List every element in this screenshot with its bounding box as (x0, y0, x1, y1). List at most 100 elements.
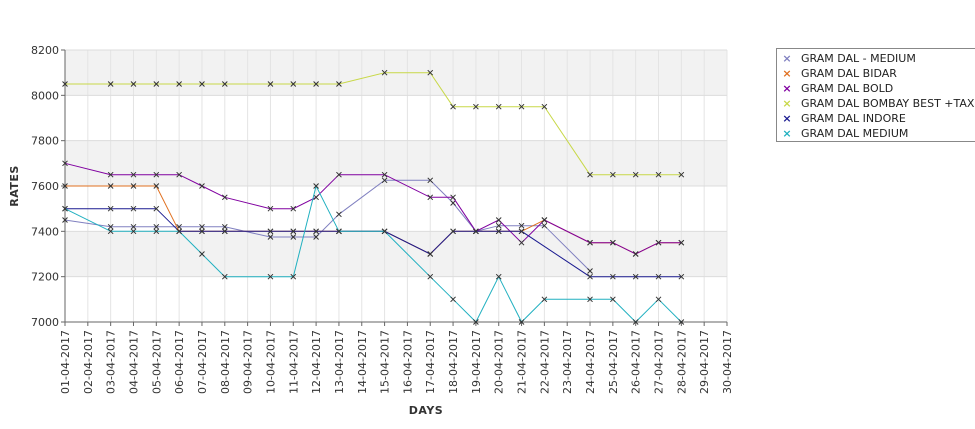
x-tick-label: 14-04-2017 (356, 330, 369, 394)
legend-marker-icon: × (782, 112, 792, 125)
data-point (473, 319, 479, 325)
x-tick-label: 16-04-2017 (401, 330, 414, 394)
data-point (450, 103, 456, 110)
data-point (107, 171, 114, 178)
data-point (336, 171, 342, 178)
data-point (153, 223, 160, 230)
data-point (427, 69, 434, 76)
data-point (107, 205, 114, 212)
legend-item: × GRAM DAL BOMBAY BEST +TAX (781, 96, 974, 111)
x-tick-label: 27-04-2017 (653, 330, 666, 394)
legend-label: GRAM DAL - MEDIUM (801, 52, 916, 65)
x-tick-label: 17-04-2017 (424, 330, 437, 394)
legend-label: GRAM DAL BIDAR (801, 67, 897, 80)
data-point (495, 217, 502, 223)
x-tick-label: 12-04-2017 (310, 330, 323, 394)
data-point (518, 319, 525, 325)
data-point (130, 183, 137, 189)
data-point (632, 273, 639, 280)
data-point (632, 251, 639, 257)
data-point (610, 296, 616, 303)
data-point (473, 103, 479, 110)
data-point (199, 183, 205, 189)
y-tick-label: 7200 (31, 271, 59, 284)
x-tick-label: 06-04-2017 (173, 330, 186, 394)
data-point (267, 273, 274, 280)
data-point (678, 319, 685, 325)
data-point (381, 171, 388, 178)
y-tick-label: 7000 (31, 316, 59, 329)
data-point (290, 81, 297, 87)
y-tick-label: 7600 (31, 180, 59, 193)
data-point (336, 228, 342, 235)
x-tick-label: 15-04-2017 (379, 330, 392, 394)
data-point (495, 222, 502, 229)
y-tick-label: 8200 (31, 44, 59, 57)
data-point (153, 81, 160, 87)
data-point (130, 205, 137, 212)
data-point (153, 171, 160, 178)
data-point (655, 239, 662, 246)
x-tick-label: 25-04-2017 (607, 330, 620, 394)
data-point (495, 273, 502, 280)
data-point (221, 228, 228, 235)
data-point (427, 177, 434, 184)
x-tick-label: 22-04-2017 (538, 330, 551, 394)
data-point (199, 81, 205, 87)
y-axis-title: RATES (8, 165, 21, 207)
grid-band (65, 231, 727, 277)
legend-item: × GRAM DAL INDORE (781, 111, 906, 126)
data-point (336, 81, 342, 87)
data-point (290, 234, 297, 240)
x-tick-label: 04-04-2017 (127, 330, 140, 394)
data-point (199, 251, 205, 257)
data-point (62, 205, 68, 212)
data-point (107, 223, 114, 230)
x-axis-title: DAYS (409, 404, 443, 417)
data-point (62, 160, 68, 167)
x-tick-label: 26-04-2017 (630, 330, 643, 394)
data-point (541, 103, 548, 110)
data-point (381, 228, 388, 235)
data-point (130, 223, 137, 230)
data-point (62, 81, 68, 87)
data-point (290, 228, 297, 235)
data-point (518, 228, 525, 235)
data-point (655, 296, 662, 303)
y-tick-label: 7400 (31, 225, 59, 238)
data-point (518, 222, 525, 229)
data-point (655, 171, 662, 178)
data-point (313, 228, 319, 235)
data-point (130, 81, 137, 87)
data-point (495, 228, 502, 235)
data-point (610, 171, 616, 178)
x-tick-label: 21-04-2017 (516, 330, 529, 394)
data-point (130, 228, 137, 235)
x-tick-label: 02-04-2017 (82, 330, 95, 394)
data-point (153, 183, 160, 189)
data-point (290, 273, 297, 280)
data-point (221, 273, 228, 280)
data-point (678, 171, 685, 178)
data-point (62, 183, 68, 189)
x-tick-label: 20-04-2017 (493, 330, 506, 394)
data-point (62, 217, 68, 223)
data-point (473, 228, 479, 235)
x-tick-label: 23-04-2017 (561, 330, 574, 394)
data-point (427, 273, 434, 280)
x-tick-label: 01-04-2017 (59, 330, 72, 394)
legend-marker-icon: × (782, 67, 792, 80)
x-tick-label: 13-04-2017 (333, 330, 346, 394)
data-point (587, 296, 593, 303)
data-point (541, 296, 548, 303)
data-point (450, 194, 456, 201)
legend-label: GRAM DAL INDORE (801, 112, 906, 125)
grid-band (65, 140, 727, 186)
data-point (153, 228, 160, 235)
data-point (518, 103, 525, 110)
data-point (381, 69, 388, 76)
data-point (632, 171, 639, 178)
data-point (655, 273, 662, 280)
data-point (107, 228, 114, 235)
data-point (199, 228, 205, 235)
